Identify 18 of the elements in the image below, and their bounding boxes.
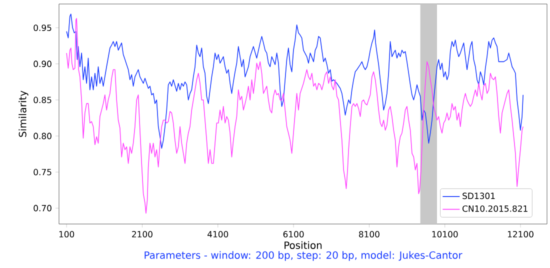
y-tick-label: 0.95 xyxy=(34,24,52,32)
text: Parameters - window: 200 bp, step: 20 bp, model: Jukes-Cantor xyxy=(144,251,462,261)
y-tick-label: 0.80 xyxy=(34,132,52,140)
x-tick-label: 10100 xyxy=(432,231,458,238)
legend-label: SD1301 xyxy=(462,192,495,200)
x-tick-label: 8100 xyxy=(359,231,380,238)
x-axis-title: Position xyxy=(284,241,322,249)
y-axis-title: Similarity xyxy=(18,90,28,137)
x-tick-label: 12100 xyxy=(508,231,534,238)
x-tick-label: 2100 xyxy=(132,231,152,238)
y-tick-label: 0.75 xyxy=(34,168,52,176)
x-tick-label: 100 xyxy=(59,231,74,238)
x-tick-label: 4100 xyxy=(208,231,228,238)
legend-label: CN10.2015.821 xyxy=(462,205,528,212)
y-tick-label: 0.70 xyxy=(34,204,52,212)
y-tick-label: 0.90 xyxy=(34,60,52,68)
y-tick-label: 0.85 xyxy=(34,96,52,104)
x-tick-label: 6100 xyxy=(283,231,304,238)
